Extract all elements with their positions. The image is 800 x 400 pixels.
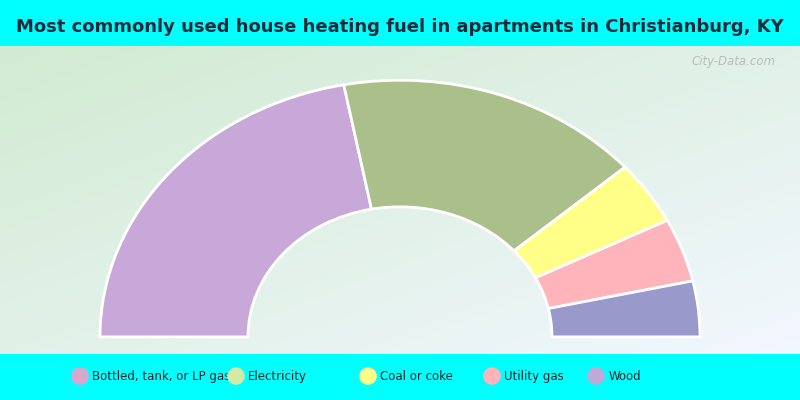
Text: Coal or coke: Coal or coke — [380, 370, 453, 382]
Ellipse shape — [71, 367, 89, 385]
Text: Wood: Wood — [608, 370, 641, 382]
Ellipse shape — [227, 367, 245, 385]
Wedge shape — [548, 281, 700, 337]
Wedge shape — [344, 80, 625, 251]
Text: City-Data.com: City-Data.com — [692, 55, 776, 68]
Wedge shape — [514, 167, 667, 278]
Ellipse shape — [483, 367, 501, 385]
Wedge shape — [100, 85, 371, 337]
Wedge shape — [535, 220, 693, 308]
Text: Utility gas: Utility gas — [504, 370, 564, 382]
Text: Most commonly used house heating fuel in apartments in Christianburg, KY: Most commonly used house heating fuel in… — [16, 18, 784, 36]
Text: Electricity: Electricity — [248, 370, 307, 382]
Ellipse shape — [587, 367, 605, 385]
Text: Bottled, tank, or LP gas: Bottled, tank, or LP gas — [92, 370, 230, 382]
Ellipse shape — [359, 367, 377, 385]
